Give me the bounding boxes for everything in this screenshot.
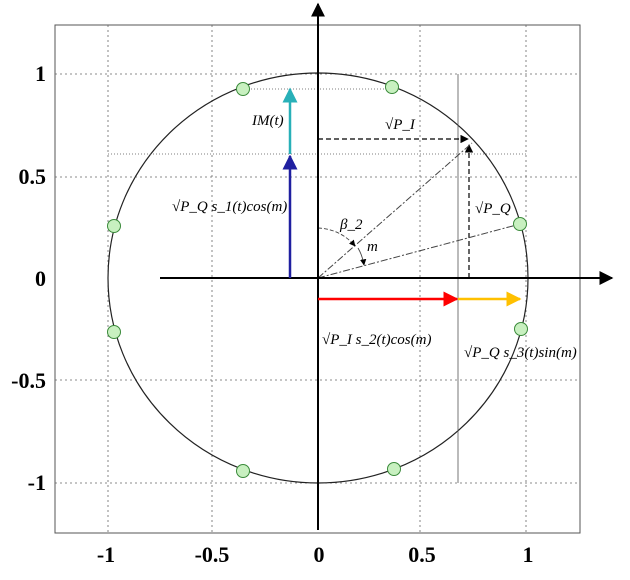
sqrt-pq-label: √P_Q bbox=[475, 201, 511, 217]
constellation-point bbox=[514, 322, 528, 336]
pi-s2-cos-label: √P_I s_2(t)cos(m) bbox=[322, 332, 431, 348]
x-tick-label: 0 bbox=[314, 542, 325, 567]
y-tick-label: 1 bbox=[35, 61, 46, 86]
constellation-points bbox=[107, 80, 528, 478]
x-tick-label: 1 bbox=[523, 542, 534, 567]
constellation-point bbox=[513, 217, 527, 231]
constellation-point bbox=[107, 219, 121, 233]
beta2-label: β_2 bbox=[339, 217, 363, 233]
constellation-point bbox=[387, 462, 401, 476]
sqrt-pi-label: √P_I bbox=[385, 117, 416, 133]
constellation-point bbox=[236, 464, 250, 478]
im-label: IM(t) bbox=[251, 113, 284, 129]
x-tick-label: -1 bbox=[97, 542, 115, 567]
y-tick-label: -0.5 bbox=[11, 368, 46, 393]
m-angle-label: m bbox=[367, 239, 378, 255]
pq-s1-cos-label: √P_Q s_1(t)cos(m) bbox=[172, 199, 287, 215]
constellation-point bbox=[385, 80, 399, 94]
y-tick-label: 0.5 bbox=[19, 164, 47, 189]
y-tick-label: -1 bbox=[28, 470, 46, 495]
pq-s3-sin-label: √P_Q s_3(t)sin(m) bbox=[464, 345, 577, 361]
constellation-point bbox=[236, 82, 250, 96]
y-tick-labels: 1 0.5 0 -0.5 -1 bbox=[11, 61, 46, 495]
x-tick-label: -0.5 bbox=[195, 542, 230, 567]
y-tick-label: 0 bbox=[35, 266, 46, 291]
x-tick-label: 0.5 bbox=[408, 542, 436, 567]
constellation-point bbox=[107, 325, 121, 339]
x-tick-labels: -1 -0.5 0 0.5 1 bbox=[97, 542, 534, 567]
